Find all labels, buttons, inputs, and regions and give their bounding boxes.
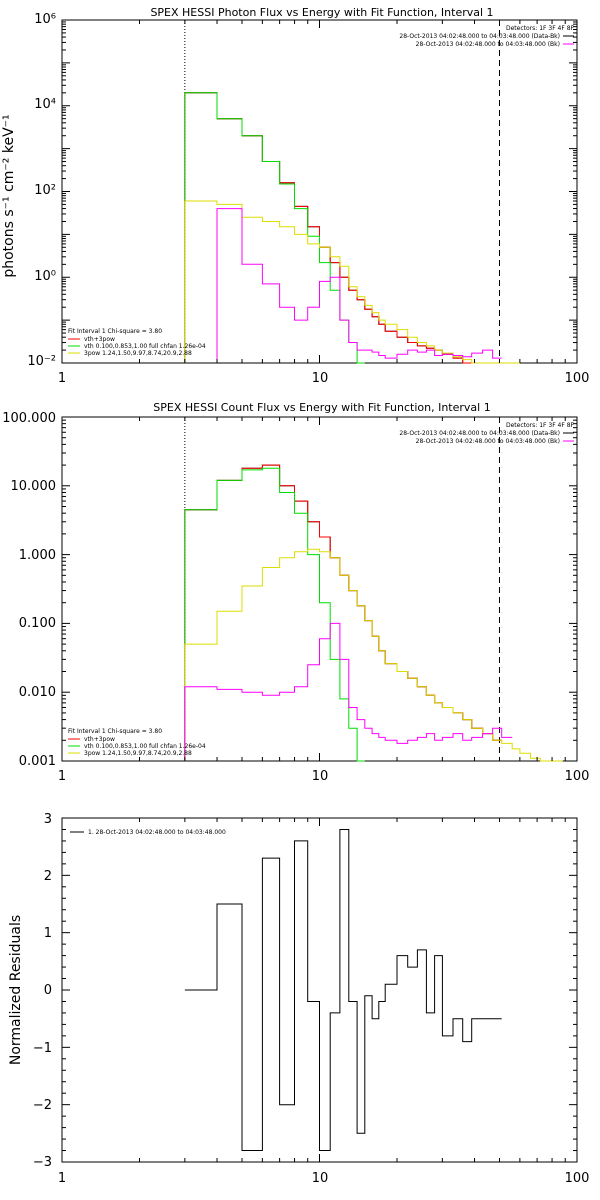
ytick-label: 0 xyxy=(44,983,52,998)
photon-flux-axis-ticks xyxy=(61,19,578,364)
detectors-label: Detectors: 1F 3F 4F 8F xyxy=(506,422,575,429)
ytick-label: 0.001 xyxy=(19,754,56,769)
residuals-marks xyxy=(184,829,502,1151)
xtick-label: 100 xyxy=(565,371,590,386)
legend-entry-bk: 28-Oct-2013 04:02:48.000 to 04:03:48.000… xyxy=(416,438,560,445)
ytick-label: 3 xyxy=(44,812,52,827)
legend-entry-total: vth+3pow xyxy=(84,336,115,343)
residuals-ylabel: Normalized Residuals xyxy=(8,915,24,1065)
ytick-label: 10² xyxy=(34,183,56,198)
count-flux-ytick-labels: 0.001 0.010 0.100 1.000 10.000 100.000 xyxy=(2,411,56,769)
ytick-label: 10.000 xyxy=(11,479,57,494)
xtick-label: 1 xyxy=(58,769,66,784)
legend-entry-3pow: 3pow 1.24,1.50,9.97,8.74,20.9,2.88 xyxy=(84,350,192,357)
count-flux-title: SPEX HESSI Count Flux vs Energy with Fit… xyxy=(153,401,490,414)
legend-entry-vth: vth 0.100,0.853,1.00 full chfan 1.26e-04 xyxy=(84,343,206,350)
residuals-axis-ticks xyxy=(61,817,578,1163)
legend-fit-info: Fit Interval 1 Chi-square = 3.80 xyxy=(68,328,162,335)
xtick-label: 100 xyxy=(565,769,590,784)
legend-entry-total: vth+3pow xyxy=(84,736,115,743)
ytick-label: 0.010 xyxy=(19,685,56,700)
xtick-label: 100 xyxy=(565,1171,590,1186)
count-flux-axis-ticks xyxy=(61,416,578,762)
ytick-label: 2 xyxy=(44,869,52,884)
legend-entry-vth: vth 0.100,0.853,1.00 full chfan 1.26e-04 xyxy=(84,743,206,750)
legend-entry-residuals: 1. 28-Oct-2013 04:02:48.000 to 04:03:48.… xyxy=(88,829,226,836)
photon-flux-marks xyxy=(184,20,520,364)
ytick-label: −2 xyxy=(33,1098,52,1113)
series-vth xyxy=(184,467,365,762)
series-bk xyxy=(184,622,513,761)
series-bk xyxy=(216,208,502,363)
photon-flux-legend-left: Fit Interval 1 Chi-square = 3.80 vth+3po… xyxy=(68,328,206,357)
series-3pow xyxy=(184,548,563,762)
count-flux-legend-right: Detectors: 1F 3F 4F 8F 28-Oct-2013 04:02… xyxy=(399,422,574,445)
count-flux-panel: SPEX HESSI Count Flux vs Energy with Fit… xyxy=(2,401,589,784)
xtick-label: 1 xyxy=(58,371,66,386)
xtick-label: 1 xyxy=(58,1171,66,1186)
ytick-label: 10⁰ xyxy=(34,269,56,284)
residuals-legend: 1. 28-Oct-2013 04:02:48.000 to 04:03:48.… xyxy=(70,829,226,836)
series-3pow xyxy=(184,200,520,364)
xtick-label: 10 xyxy=(312,1171,329,1186)
photon-flux-ytick-labels: 10⁻² 10⁰ 10² 10⁴ 10⁶ xyxy=(27,12,56,369)
count-flux-legend-left: Fit Interval 1 Chi-square = 3.80 vth+3po… xyxy=(68,728,206,757)
legend-fit-info: Fit Interval 1 Chi-square = 3.80 xyxy=(68,728,162,735)
legend-entry-bk: 28-Oct-2013 04:02:48.000 to 04:03:48.000… xyxy=(416,41,560,48)
residuals-xtick-labels: 1 10 100 xyxy=(58,1171,590,1186)
photon-flux-xtick-labels: 1 10 100 xyxy=(58,371,590,386)
photon-flux-title: SPEX HESSI Photon Flux vs Energy with Fi… xyxy=(150,6,493,19)
legend-entry-3pow: 3pow 1.24,1.50,9.97,8.74,20.9,2.88 xyxy=(84,750,192,757)
series-data-bk xyxy=(184,464,502,761)
xtick-label: 10 xyxy=(312,769,329,784)
ytick-label: 100.000 xyxy=(2,411,56,426)
photon-flux-ylabel: photons s⁻¹ cm⁻² keV⁻¹ xyxy=(1,114,17,277)
count-flux-xtick-labels: 1 10 100 xyxy=(58,769,590,784)
residuals-panel: Normalized Residuals −3 −2 −1 0 1 2 3 1 … xyxy=(8,812,589,1186)
legend-entry-data-bk: 28-Oct-2013 04:02:48.000 to 04:03:48.000… xyxy=(399,430,560,437)
series-1-28-oct-2013-04-02-48-000-to-04-03-48-000 xyxy=(184,829,502,1151)
photon-flux-panel: SPEX HESSI Photon Flux vs Energy with Fi… xyxy=(1,6,589,386)
ytick-label: 10⁶ xyxy=(34,12,56,27)
detectors-label: Detectors: 1F 3F 4F 8F xyxy=(506,25,575,32)
ytick-label: 10⁻² xyxy=(27,354,56,369)
ytick-label: 0.100 xyxy=(19,616,56,631)
legend-entry-data-bk: 28-Oct-2013 04:02:48.000 to 04:03:48.000… xyxy=(399,33,560,40)
photon-flux-legend-right: Detectors: 1F 3F 4F 8F 28-Oct-2013 04:02… xyxy=(399,25,574,48)
ytick-label: 1 xyxy=(44,926,52,941)
xtick-label: 10 xyxy=(312,371,329,386)
series-vth xyxy=(184,92,365,364)
ytick-label: 10⁴ xyxy=(34,97,56,112)
count-flux-marks xyxy=(184,417,563,762)
ytick-label: −1 xyxy=(33,1041,52,1056)
residuals-ytick-labels: −3 −2 −1 0 1 2 3 xyxy=(33,812,52,1170)
ytick-label: 1.000 xyxy=(19,548,56,563)
ytick-label: −3 xyxy=(33,1155,52,1170)
series-vth-3pow xyxy=(184,464,502,761)
